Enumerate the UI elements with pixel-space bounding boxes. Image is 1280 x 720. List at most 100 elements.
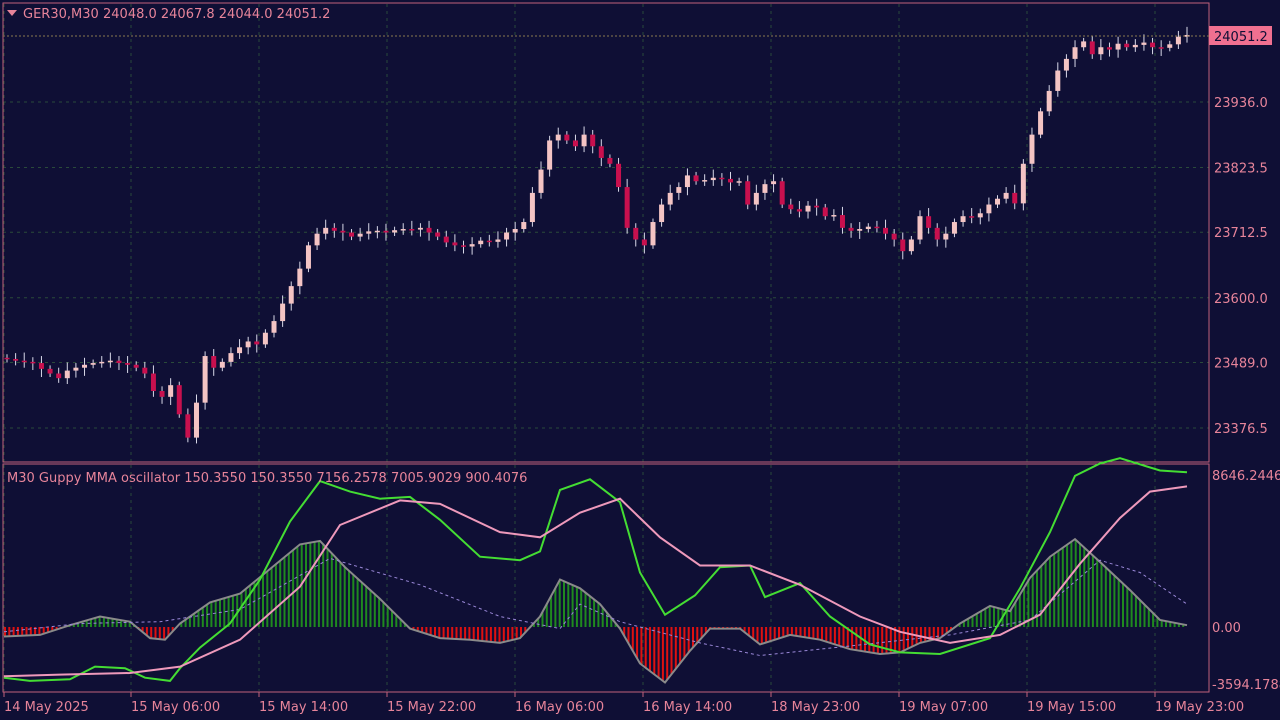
candle-body	[340, 230, 346, 233]
candle-body	[796, 209, 802, 212]
candle-body	[1141, 42, 1147, 45]
candle-body	[917, 216, 923, 240]
candle-body	[38, 363, 44, 369]
candle-body	[934, 227, 940, 240]
time-tick-label: 18 May 23:00	[771, 700, 860, 715]
candle-body	[771, 181, 777, 185]
candle-body	[762, 184, 768, 193]
candle-body	[443, 236, 449, 243]
candle-body	[1150, 42, 1156, 48]
time-tick-label: 19 May 07:00	[899, 700, 988, 715]
candle-body	[650, 222, 656, 246]
candle-body	[305, 245, 311, 269]
candle-body	[684, 175, 690, 188]
candle-body	[1046, 90, 1052, 112]
candle-body	[460, 245, 466, 247]
candle-body	[676, 187, 682, 193]
candle-body	[168, 385, 174, 397]
candle-body	[624, 187, 630, 228]
candle-body	[262, 332, 268, 345]
candle-body	[753, 192, 759, 205]
candle-body	[297, 268, 303, 287]
candle-body	[839, 215, 845, 228]
time-tick-label: 19 May 15:00	[1027, 700, 1116, 715]
candle-body	[452, 242, 458, 246]
candlestick-series	[4, 26, 1190, 444]
candle-body	[125, 363, 131, 365]
candle-body	[237, 347, 243, 354]
candle-body	[977, 213, 983, 218]
price-tick-label: 23489.0	[1214, 356, 1268, 371]
candle-body	[995, 198, 1001, 205]
price-tick-label: 23712.5	[1214, 226, 1268, 241]
candle-body	[581, 134, 587, 147]
candle-body	[590, 134, 596, 147]
oscillator-tick-label: -3594.1788	[1212, 678, 1280, 693]
candle-body	[1063, 58, 1069, 71]
candle-body	[1072, 47, 1078, 59]
candle-body	[1158, 47, 1164, 49]
current-price-text: 24051.2	[1214, 30, 1268, 45]
candle-body	[21, 360, 27, 363]
candle-body	[564, 134, 570, 141]
candle-body	[710, 177, 716, 181]
candle-body	[211, 356, 217, 368]
candle-body	[383, 230, 389, 233]
candle-body	[667, 192, 673, 205]
price-tick-label: 23376.5	[1214, 422, 1268, 437]
candle-body	[323, 227, 329, 234]
candle-body	[616, 163, 622, 188]
candle-body	[512, 229, 518, 233]
candle-body	[607, 157, 613, 164]
candle-body	[133, 364, 139, 368]
time-axis: 14 May 2025 15 May 06:00 15 May 14:00 15 Ma…	[3, 692, 1244, 715]
candle-body	[1115, 43, 1121, 50]
candle-body	[547, 140, 553, 170]
candle-body	[951, 222, 957, 234]
candle-body	[271, 321, 277, 333]
candle-body	[1175, 36, 1181, 45]
candle-body	[1081, 41, 1087, 48]
time-tick-label: 15 May 06:00	[131, 700, 220, 715]
symbol-label: GER30,M30	[23, 7, 99, 22]
candle-body	[728, 178, 734, 183]
candle-body	[943, 233, 949, 240]
candle-body	[745, 181, 751, 205]
time-tick-label: 16 May 14:00	[643, 700, 732, 715]
candle-body	[926, 216, 932, 228]
candle-body	[857, 229, 863, 231]
candle-body	[374, 230, 380, 233]
candle-body	[107, 360, 113, 363]
candle-body	[1055, 70, 1061, 91]
candle-body	[4, 357, 10, 360]
candle-body	[788, 204, 794, 210]
candle-body	[56, 373, 62, 379]
candle-body	[486, 240, 492, 243]
candle-body	[30, 361, 36, 364]
candle-body	[150, 373, 156, 392]
green-guppy-line	[3, 457, 1188, 682]
candle-body	[1029, 134, 1035, 164]
candle-body	[814, 205, 820, 208]
candle-body	[633, 227, 639, 240]
candle-body	[280, 303, 286, 322]
histogram-outline	[3, 537, 1188, 684]
pink-guppy-line	[3, 485, 1188, 678]
candle-body	[831, 215, 837, 217]
candle-body	[99, 361, 105, 364]
oscillator-label: M30 Guppy MMA oscillator 150.3550 150.35…	[7, 471, 527, 486]
candle-body	[702, 180, 708, 182]
candle-body	[202, 356, 208, 403]
price-tick-label: 23936.0	[1214, 96, 1268, 111]
candle-body	[986, 204, 992, 214]
collapse-triangle-icon[interactable]	[7, 10, 17, 16]
candle-body	[908, 239, 914, 252]
candle-body	[73, 367, 79, 371]
candle-body	[1106, 47, 1112, 50]
oscillator-series	[3, 457, 1188, 684]
candle-body	[357, 233, 363, 237]
candle-body	[529, 192, 535, 223]
candle-body	[13, 358, 19, 361]
candle-body	[90, 363, 96, 365]
